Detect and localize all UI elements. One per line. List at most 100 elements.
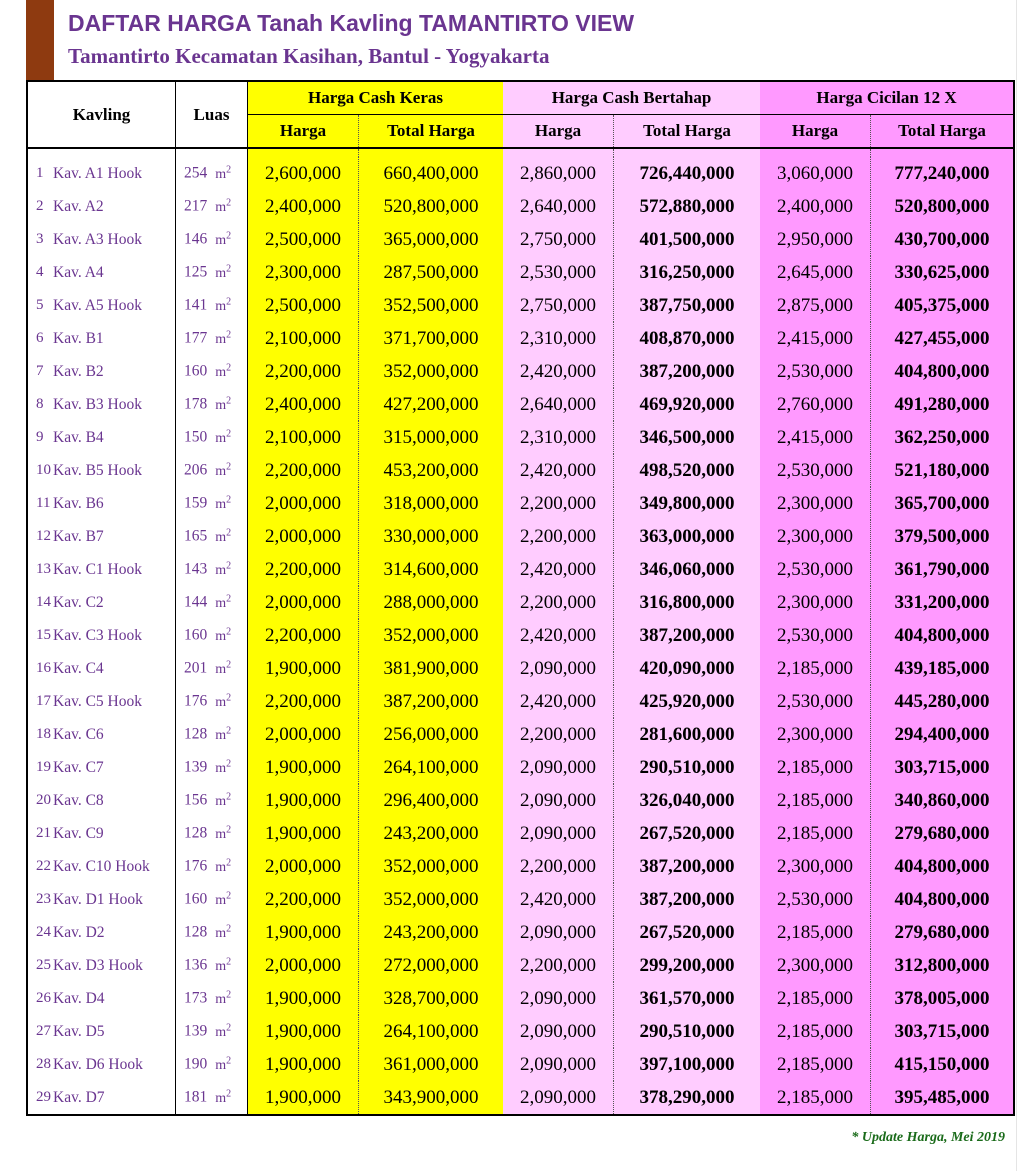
row-number: 1 [36, 165, 44, 181]
luas-unit: m2 [215, 725, 232, 743]
table-row: 1 Kav. A1 Hook 254 m2 2,600,000 660,400,000 2,… [27, 157, 1014, 190]
table-row: 2 Kav. A2 217 m2 2,400,000 520,800,000 2,640,0… [27, 190, 1014, 223]
cash-keras-total: 328,700,000 [358, 982, 503, 1015]
cash-keras-total: 318,000,000 [358, 487, 503, 520]
row-number: 19 [36, 759, 51, 775]
cicilan-total: 405,375,000 [870, 289, 1014, 322]
cash-keras-harga: 2,000,000 [247, 487, 359, 520]
cicilan-total: 279,680,000 [870, 817, 1014, 850]
cash-bertahap-harga: 2,640,000 [503, 190, 614, 223]
row-number: 26 [36, 990, 51, 1006]
cicilan-total: 279,680,000 [870, 916, 1014, 949]
cicilan-harga: 2,185,000 [760, 982, 871, 1015]
luas-number: 159 [184, 494, 208, 512]
row-number: 28 [36, 1056, 51, 1072]
cash-keras-total: 256,000,000 [358, 718, 503, 751]
cash-bertahap-harga: 2,090,000 [503, 784, 614, 817]
header-kavling: Kavling [27, 81, 176, 149]
row-number: 7 [36, 363, 44, 379]
cash-keras-harga: 2,200,000 [247, 553, 359, 586]
cicilan-harga: 2,185,000 [760, 817, 871, 850]
luas-value: 176 m2 [175, 850, 248, 883]
cash-keras-harga: 2,200,000 [247, 355, 359, 388]
kavling-name: Kav. C7 [53, 751, 176, 784]
cash-keras-harga: 2,300,000 [247, 256, 359, 289]
table-row: 11 Kav. B6 159 m2 2,000,000 318,000,000 2,200,… [27, 487, 1014, 520]
luas-value: 143 m2 [175, 553, 248, 586]
row-number: 23 [36, 891, 51, 907]
cash-keras-total: 296,400,000 [358, 784, 503, 817]
cash-keras-total: 387,200,000 [358, 685, 503, 718]
cash-keras-total: 371,700,000 [358, 322, 503, 355]
luas-value: 139 m2 [175, 751, 248, 784]
luas-unit: m2 [215, 230, 232, 248]
kavling-name: Kav. C6 [53, 718, 176, 751]
header-cicilan-harga: Harga [760, 114, 871, 149]
cash-keras-harga: 1,900,000 [247, 1081, 359, 1115]
cash-bertahap-harga: 2,200,000 [503, 949, 614, 982]
luas-unit: m2 [215, 692, 232, 710]
page-title: DAFTAR HARGA Tanah Kavling TAMANTIRTO VI… [68, 10, 635, 36]
cash-bertahap-harga: 2,750,000 [503, 289, 614, 322]
cash-bertahap-total: 387,200,000 [613, 355, 760, 388]
luas-number: 139 [184, 1022, 208, 1040]
cash-keras-total: 365,000,000 [358, 223, 503, 256]
cash-keras-harga: 1,900,000 [247, 784, 359, 817]
luas-number: 156 [184, 791, 208, 809]
luas-value: 156 m2 [175, 784, 248, 817]
luas-unit: m2 [215, 362, 232, 380]
cash-bertahap-total: 408,870,000 [613, 322, 760, 355]
luas-unit: m2 [215, 593, 232, 611]
luas-number: 181 [184, 1088, 208, 1106]
row-number: 11 [36, 495, 51, 511]
cash-bertahap-total: 420,090,000 [613, 652, 760, 685]
cash-bertahap-harga: 2,420,000 [503, 883, 614, 916]
luas-unit: m2 [215, 857, 232, 875]
luas-value: 160 m2 [175, 883, 248, 916]
cash-keras-total: 660,400,000 [358, 157, 503, 190]
luas-value: 128 m2 [175, 817, 248, 850]
cash-bertahap-harga: 2,200,000 [503, 520, 614, 553]
luas-unit: m2 [215, 395, 232, 413]
cash-keras-harga: 2,200,000 [247, 883, 359, 916]
page-edge-line [1016, 0, 1017, 1171]
row-number: 9 [36, 429, 44, 445]
luas-number: 177 [184, 329, 208, 347]
row-number: 15 [36, 627, 51, 643]
cash-bertahap-total: 349,800,000 [613, 487, 760, 520]
row-number: 17 [36, 693, 51, 709]
luas-value: 160 m2 [175, 619, 248, 652]
luas-unit: m2 [215, 527, 232, 545]
cash-keras-total: 352,000,000 [358, 883, 503, 916]
cicilan-harga: 2,530,000 [760, 553, 871, 586]
luas-number: 128 [184, 824, 208, 842]
luas-number: 178 [184, 395, 208, 413]
cash-bertahap-total: 387,200,000 [613, 850, 760, 883]
luas-value: 136 m2 [175, 949, 248, 982]
kavling-name: Kav. D5 [53, 1015, 176, 1048]
kavling-name: Kav. A3 Hook [53, 223, 176, 256]
table-row: 9 Kav. B4 150 m2 2,100,000 315,000,000 2,310,0… [27, 421, 1014, 454]
table-row: 22 Kav. C10 Hook 176 m2 2,000,000 352,000,000… [27, 850, 1014, 883]
luas-number: 160 [184, 890, 208, 908]
kavling-name: Kav. D3 Hook [53, 949, 176, 982]
luas-unit: m2 [215, 263, 232, 281]
row-number: 3 [36, 231, 44, 247]
kavling-name: Kav. D4 [53, 982, 176, 1015]
cash-bertahap-total: 281,600,000 [613, 718, 760, 751]
luas-number: 217 [184, 197, 208, 215]
kavling-name: Kav. C3 Hook [53, 619, 176, 652]
kavling-name: Kav. A5 Hook [53, 289, 176, 322]
cash-keras-harga: 2,200,000 [247, 454, 359, 487]
kavling-name: Kav. D6 Hook [53, 1048, 176, 1081]
kavling-name: Kav. C10 Hook [53, 850, 176, 883]
cash-bertahap-harga: 2,530,000 [503, 256, 614, 289]
cicilan-total: 415,150,000 [870, 1048, 1014, 1081]
luas-number: 136 [184, 956, 208, 974]
cash-keras-total: 272,000,000 [358, 949, 503, 982]
luas-number: 146 [184, 230, 208, 248]
cicilan-total: 365,700,000 [870, 487, 1014, 520]
cash-keras-total: 343,900,000 [358, 1081, 503, 1115]
table-row: 7 Kav. B2 160 m2 2,200,000 352,000,000 2,420,0… [27, 355, 1014, 388]
kavling-name: Kav. D2 [53, 916, 176, 949]
